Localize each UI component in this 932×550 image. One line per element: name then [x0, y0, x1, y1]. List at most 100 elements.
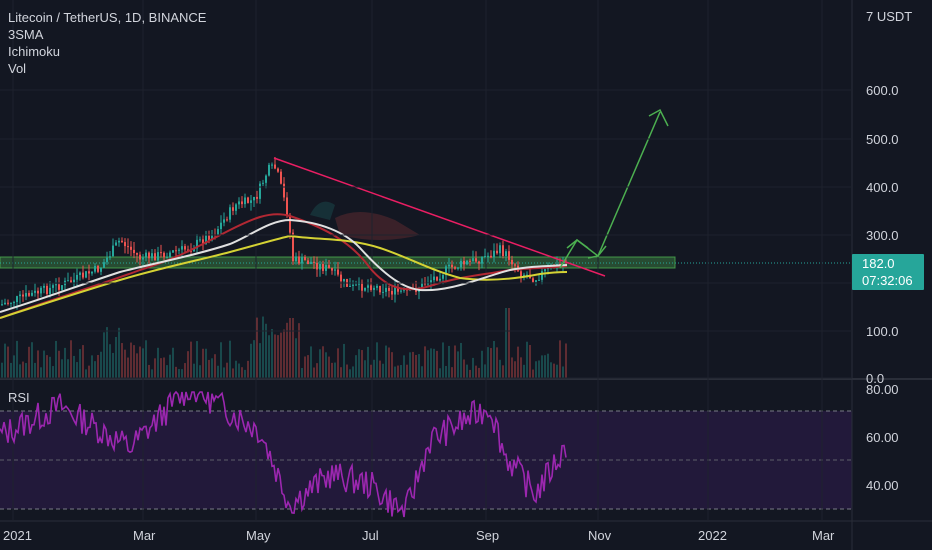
volume-bar	[367, 346, 369, 378]
candle-body	[139, 254, 141, 260]
volume-bar	[16, 340, 18, 378]
candle-body	[187, 249, 189, 251]
volume-bar	[532, 369, 534, 378]
candle-body	[439, 278, 441, 281]
volume-bar	[505, 308, 507, 378]
descending-trendline[interactable]	[273, 157, 606, 277]
candle-body	[103, 262, 105, 268]
volume-bar	[355, 355, 357, 378]
candle-body	[466, 260, 468, 265]
volume-bar	[457, 351, 459, 378]
volume-bar	[253, 340, 255, 378]
indicator-ichimoku[interactable]: Ichimoku	[8, 44, 61, 59]
candle-body	[445, 266, 447, 276]
volume-bar	[535, 361, 537, 378]
candle-body	[502, 245, 504, 257]
candle-body	[328, 265, 330, 269]
volume-bar	[223, 367, 225, 378]
volume-bar	[109, 344, 111, 378]
candle-body	[283, 183, 285, 198]
volume-bar	[415, 354, 417, 378]
indicator-vol[interactable]: Vol	[8, 61, 27, 76]
volume-bar	[139, 346, 141, 378]
projection-path[interactable]	[559, 111, 661, 269]
volume-bar	[409, 352, 411, 378]
candle-body	[220, 222, 222, 230]
volume-bar	[511, 357, 513, 378]
candle-body	[484, 256, 486, 258]
candle-body	[46, 285, 48, 295]
volume-bar	[67, 359, 69, 378]
candle-body	[334, 269, 336, 271]
ichimoku-cloud-green	[310, 201, 335, 220]
rsi-line	[0, 390, 567, 518]
candle-body	[352, 284, 354, 286]
volume-bar	[439, 368, 441, 378]
volume-bar	[295, 338, 297, 378]
volume-bar	[463, 359, 465, 378]
candle-body	[157, 252, 159, 261]
volume-bar	[310, 346, 312, 378]
volume-bar	[181, 369, 183, 378]
candle-body	[130, 246, 132, 250]
volume-bar	[58, 350, 60, 378]
currency-label[interactable]: 7 USDT	[866, 9, 912, 24]
candle-body	[217, 229, 219, 236]
volume-bar	[265, 323, 267, 378]
volume-bar	[466, 364, 468, 378]
candle-body	[304, 257, 306, 261]
volume-bar	[178, 369, 180, 378]
volume-bar	[394, 366, 396, 378]
candle-body	[316, 262, 318, 270]
volume-bar	[202, 348, 204, 378]
volume-bar	[376, 342, 378, 378]
volume-bar	[43, 350, 45, 378]
symbol-title[interactable]: Litecoin / TetherUS, 1D, BINANCE	[8, 10, 207, 25]
price-tag-countdown: 07:32:06	[862, 273, 913, 288]
volume-bar	[304, 356, 306, 378]
candle-body	[367, 285, 369, 288]
volume-bar	[187, 351, 189, 378]
volume-bar	[292, 318, 294, 378]
time-tick-label: Mar	[812, 528, 835, 543]
candle-body	[247, 197, 249, 203]
candle-body	[4, 302, 6, 305]
candle-body	[226, 219, 228, 221]
candle-body	[478, 261, 480, 264]
volume-bar	[52, 366, 54, 378]
volume-bar	[460, 342, 462, 378]
volume-bar	[64, 347, 66, 378]
volume-bar	[481, 350, 483, 378]
candle-body	[79, 272, 81, 275]
time-axis[interactable]: 2021 Mar May Jul Sep Nov 2022 Mar	[3, 528, 835, 543]
volume-bar	[97, 354, 99, 378]
volume-bar	[301, 367, 303, 378]
candle-body	[67, 280, 69, 282]
candle-body	[472, 258, 474, 261]
volume-bar	[142, 348, 144, 378]
candle-body	[112, 245, 114, 257]
volume-bar	[289, 318, 291, 378]
volume-bar	[484, 364, 486, 378]
candle-body	[388, 287, 390, 291]
volume-bar	[553, 363, 555, 378]
candle-body	[178, 249, 180, 251]
volume-bar	[106, 327, 108, 378]
candle-body	[499, 245, 501, 254]
rsi-axis[interactable]: 80.00 60.00 40.00	[866, 382, 899, 493]
volume-bar	[238, 363, 240, 378]
candle-body	[118, 240, 120, 243]
price-tick-label: 300.0	[866, 228, 899, 243]
arrow-target-icon	[648, 108, 669, 127]
candle-body	[376, 285, 378, 288]
volume-bar	[166, 365, 168, 378]
volume-bar	[196, 341, 198, 378]
volume-bar	[547, 353, 549, 378]
candle-body	[262, 182, 264, 184]
indicator-3sma[interactable]: 3SMA	[8, 27, 44, 42]
volume-bar	[70, 340, 72, 378]
volume-bar	[115, 336, 117, 378]
volume-bar	[118, 327, 120, 378]
